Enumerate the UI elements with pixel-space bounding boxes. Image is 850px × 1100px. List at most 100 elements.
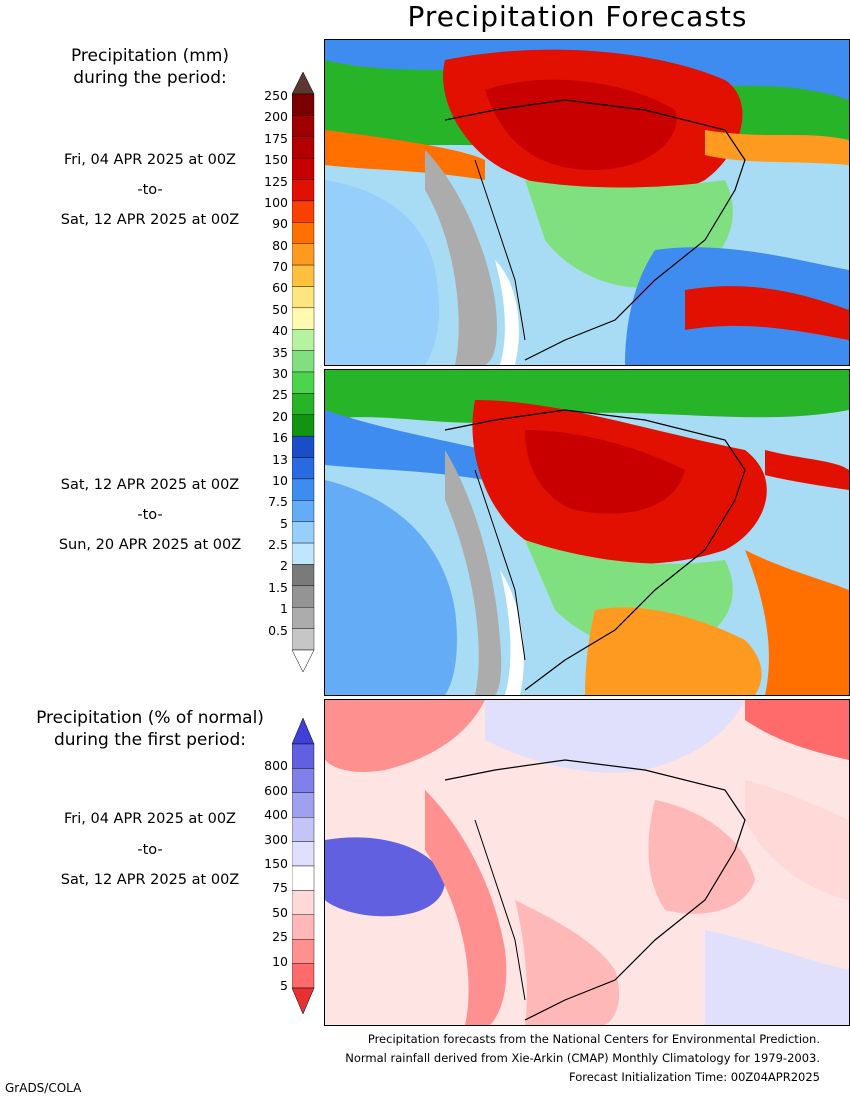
footer-line2: Normal rainfall derived from Xie-Arkin (… xyxy=(345,1051,820,1065)
pct-tick-label: 75 xyxy=(272,880,288,896)
mm-swatch xyxy=(291,243,315,266)
period3-to: -to- xyxy=(137,842,163,858)
mm-legend-heading-line2: during the period: xyxy=(73,68,227,88)
pct-swatch xyxy=(291,914,315,940)
mm-tick-label: 100 xyxy=(264,194,288,210)
mm-tick-label: 1.5 xyxy=(268,579,288,595)
period2-date-to: Sun, 20 APR 2025 at 00Z xyxy=(58,537,242,553)
mm-swatch xyxy=(291,478,315,501)
mm-swatch xyxy=(291,222,315,244)
pct-swatch xyxy=(291,792,315,818)
mm-swatch xyxy=(291,500,315,522)
pct-swatch xyxy=(291,963,315,989)
period3-date-from: Fri, 04 APR 2025 at 00Z xyxy=(64,811,236,827)
mm-colorbar xyxy=(291,71,322,673)
map-panel-period1 xyxy=(324,39,850,366)
pct-swatch xyxy=(291,816,315,842)
period1-date-from: Fri, 04 APR 2025 at 00Z xyxy=(64,152,236,168)
pct-normal-map xyxy=(325,700,849,1025)
mm-tick-label: 20 xyxy=(272,408,288,424)
pct-tick-label: 800 xyxy=(264,758,288,774)
period1-date-to: Sat, 12 APR 2025 at 00Z xyxy=(60,212,240,228)
mm-tick-label: 50 xyxy=(272,301,288,317)
mm-swatch xyxy=(291,393,315,415)
pct-legend-heading-line2: during the first period: xyxy=(53,730,247,750)
pct-tick-label: 400 xyxy=(264,807,288,823)
mm-top-arrow xyxy=(291,71,315,95)
mm-swatch xyxy=(291,307,315,330)
mm-tick-label: 7.5 xyxy=(268,494,288,510)
mm-tick-label: 150 xyxy=(264,152,288,168)
mm-swatch xyxy=(291,179,315,202)
mm-tick-label: 1 xyxy=(280,601,288,617)
mm-swatch xyxy=(291,457,315,480)
mm-tick-label: 2.5 xyxy=(268,537,288,553)
footer-notes: Precipitation forecasts from the Nationa… xyxy=(20,1030,820,1087)
mm-tick-label: 16 xyxy=(272,430,288,446)
mm-swatch xyxy=(291,286,315,309)
footer-line1: Precipitation forecasts from the Nationa… xyxy=(367,1032,820,1046)
pct-tick-label: 25 xyxy=(272,929,288,945)
mm-legend-heading: Precipitation (mm) during the period: xyxy=(0,45,300,89)
pct-swatch xyxy=(291,865,315,891)
mm-swatch xyxy=(291,350,315,373)
mm-swatch xyxy=(291,607,315,629)
mm-tick-label: 200 xyxy=(264,109,288,125)
pct-swatch xyxy=(291,841,315,867)
mm-tick-label: 250 xyxy=(264,88,288,103)
pct-tick-label: 300 xyxy=(264,831,288,847)
mm-swatch xyxy=(291,414,315,437)
precip-map-period1 xyxy=(325,40,849,365)
mm-swatch xyxy=(291,521,315,544)
mm-tick-label: 175 xyxy=(264,130,288,146)
pct-legend-heading: Precipitation (% of normal) during the f… xyxy=(0,707,300,751)
mm-tick-label: 125 xyxy=(264,173,288,189)
mm-swatch xyxy=(291,157,315,180)
period2-to: -to- xyxy=(137,507,163,523)
pct-colorbar-ticks: 800 600 400 300 150 75 50 25 10 5 xyxy=(248,718,292,1014)
mm-tick-label: 2 xyxy=(280,558,288,574)
pct-top-arrow xyxy=(291,717,315,745)
mm-tick-label: 80 xyxy=(272,237,288,253)
pct-legend-heading-line1: Precipitation (% of normal) xyxy=(36,708,264,728)
pct-bottom-arrow xyxy=(291,987,315,1015)
credit-label: GrADS/COLA xyxy=(5,1081,82,1095)
precip-map-period2 xyxy=(325,370,849,695)
mm-tick-label: 10 xyxy=(272,472,288,488)
mm-swatch xyxy=(291,200,315,223)
pct-tick-label: 50 xyxy=(272,904,288,920)
pct-swatch xyxy=(291,890,315,915)
mm-swatch xyxy=(291,628,315,651)
mm-tick-label: 70 xyxy=(272,259,288,275)
pct-tick-label: 150 xyxy=(264,856,288,871)
map-panel-period2 xyxy=(324,369,850,696)
mm-swatch xyxy=(291,115,315,137)
mm-tick-label: 35 xyxy=(272,344,288,360)
mm-tick-label: 0.5 xyxy=(268,622,288,638)
period2-date-from: Sat, 12 APR 2025 at 00Z xyxy=(60,477,240,493)
mm-swatch xyxy=(291,585,315,608)
period1-to: -to- xyxy=(137,182,163,198)
mm-swatch xyxy=(291,371,315,394)
mm-swatch xyxy=(291,564,315,587)
mm-tick-label: 40 xyxy=(272,323,288,339)
mm-tick-label: 5 xyxy=(280,515,288,531)
mm-swatch xyxy=(291,435,315,458)
mm-swatch xyxy=(291,93,315,116)
page-title: Precipitation Forecasts xyxy=(407,0,748,33)
mm-legend-heading-line1: Precipitation (mm) xyxy=(70,46,230,66)
mm-swatch xyxy=(291,136,315,159)
pct-tick-label: 10 xyxy=(272,953,288,969)
mm-tick-label: 90 xyxy=(272,216,288,232)
footer-line3: Forecast Initialization Time: 00Z04APR20… xyxy=(569,1070,820,1084)
mm-colorbar-ticks: 250 200 175 150 125 100 90 80 70 60 50 40 35 30 25 20 16… xyxy=(248,72,292,672)
pct-tick-label: 600 xyxy=(264,782,288,798)
mm-tick-label: 60 xyxy=(272,280,288,296)
map-panel-pct-normal xyxy=(324,699,850,1026)
pct-tick-label: 5 xyxy=(280,978,288,993)
mm-tick-label: 13 xyxy=(272,451,288,467)
pct-colorbar xyxy=(291,717,322,1015)
mm-swatch xyxy=(291,542,315,565)
mm-tick-label: 25 xyxy=(272,387,288,403)
mm-swatch xyxy=(291,329,315,351)
